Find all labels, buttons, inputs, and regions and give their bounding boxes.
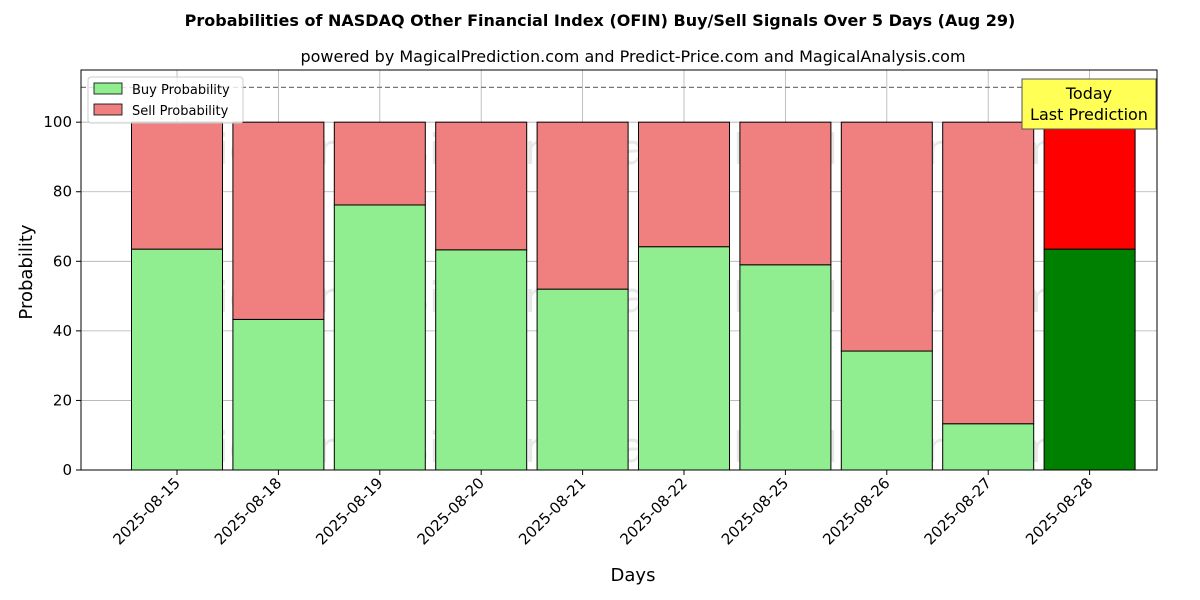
buy-bar <box>942 423 1035 471</box>
x-tick-label: 2025-08-27 <box>921 474 995 548</box>
y-tick-label: 0 <box>62 461 72 479</box>
legend-buy-label: Buy Probability <box>132 83 230 98</box>
buy-bar <box>131 248 223 471</box>
buy-bar <box>739 264 832 471</box>
sell-bar <box>739 121 832 266</box>
x-tick-label: 2025-08-22 <box>616 474 690 548</box>
x-tick-label: 2025-08-26 <box>819 474 893 548</box>
y-tick-label: 40 <box>53 322 72 340</box>
buy-bar <box>435 249 528 471</box>
sell-bar <box>536 121 629 290</box>
sell-bar <box>435 121 528 251</box>
chart-title: Probabilities of NASDAQ Other Financial … <box>185 11 1016 30</box>
y-tick-label: 80 <box>53 183 72 201</box>
buy-bar <box>840 350 933 471</box>
chart-subtitle: powered by MagicalPrediction.com and Pre… <box>300 47 965 66</box>
sell-bar <box>1043 121 1136 250</box>
legend: Buy Probability Sell Probability <box>87 76 244 124</box>
x-tick-label: 2025-08-25 <box>718 474 792 548</box>
legend-buy-swatch <box>93 82 123 95</box>
x-tick-label: 2025-08-21 <box>515 474 589 548</box>
legend-sell-label: Sell Probability <box>132 104 229 119</box>
plot-frame <box>80 69 1158 471</box>
annotation-line-1: Today <box>1065 84 1112 103</box>
legend-sell-swatch <box>93 103 123 116</box>
y-axis: 0 20 40 60 80 100 <box>43 113 81 479</box>
bars <box>131 121 1136 471</box>
y-axis-label: Probability <box>16 224 37 319</box>
today-annotation: Today Last Prediction <box>1021 78 1157 130</box>
buy-bar <box>1043 248 1136 471</box>
buy-bar <box>333 204 426 471</box>
buy-bar <box>232 318 325 471</box>
x-axis: 2025-08-15 2025-08-18 2025-08-19 2025-08-20… <box>109 470 1096 548</box>
annotation-box <box>1021 78 1157 130</box>
sell-bar <box>333 121 426 206</box>
sell-bar <box>638 121 730 248</box>
y-tick-label: 60 <box>53 252 72 270</box>
x-tick-label: 2025-08-28 <box>1022 474 1096 548</box>
sell-bar <box>840 121 933 352</box>
sell-bar <box>131 121 223 250</box>
legend-box <box>87 76 244 124</box>
x-axis-label: Days <box>611 565 656 586</box>
x-tick-label: 2025-08-20 <box>414 474 488 548</box>
buy-bar <box>536 288 629 471</box>
x-tick-label: 2025-08-19 <box>312 474 386 548</box>
x-tick-label: 2025-08-15 <box>109 474 183 548</box>
buy-bar <box>638 246 730 471</box>
annotation-line-2: Last Prediction <box>1030 105 1148 124</box>
y-tick-label: 20 <box>53 391 72 409</box>
x-tick-label: 2025-08-18 <box>211 474 285 548</box>
y-tick-label: 100 <box>43 113 72 131</box>
sell-bar <box>942 121 1035 425</box>
sell-bar <box>232 121 325 320</box>
